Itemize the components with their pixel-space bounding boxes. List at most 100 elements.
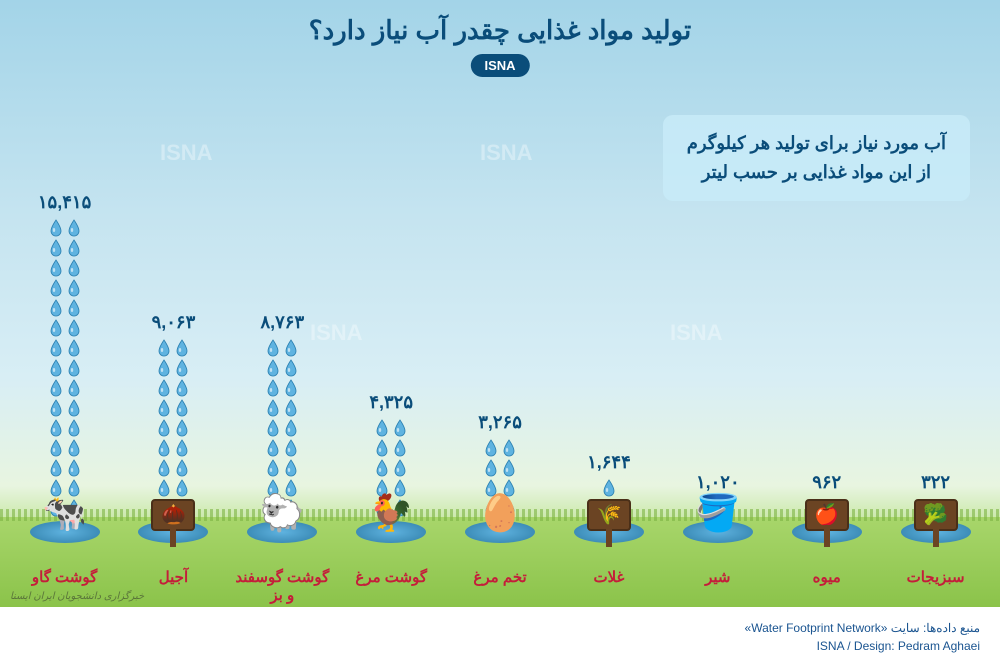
puddle: 🐑 [247,521,317,543]
water-drop-icon [266,439,280,457]
water-drop-icon [175,359,189,377]
water-drop-icon [175,419,189,437]
water-drop-icon [49,439,63,457]
water-drop-icon [49,219,63,237]
water-drop-icon [157,479,171,497]
wooden-sign: 🌾 [587,499,631,531]
water-drop-icon [266,379,280,397]
chart-column: ۸,۷۶۳ 🐑 گوشت گوسفند و بز [232,312,332,607]
water-drop-icon [175,339,189,357]
water-drop-icon [284,359,298,377]
water-drop-icon [157,439,171,457]
puddle: 🪣 [683,521,753,543]
water-drop-icon [67,379,81,397]
puddle: 🌰 [138,521,208,543]
water-drop-icon [175,399,189,417]
water-drop-icon [266,419,280,437]
value-label: ۱۵,۴۱۵ [38,192,91,213]
water-drop-icon [284,399,298,417]
footer-source: منبع داده‌ها: سایت «Water Footprint Netw… [20,621,980,635]
water-drop-icon [49,259,63,277]
water-drop-icon [67,399,81,417]
value-label: ۴,۳۲۵ [369,392,413,413]
value-label: ۹۶۲ [812,472,841,493]
water-drop-icon [375,459,389,477]
food-icon: 🐄 [42,495,87,531]
water-drop-icon [375,419,389,437]
footer-credit: ISNA / Design: Pedram Aghaei [20,639,980,653]
category-label: سبزیجات [907,569,965,607]
water-drop-icon [484,459,498,477]
water-drop-icon [49,239,63,257]
water-drop-icon [49,419,63,437]
water-drop-icon [175,459,189,477]
puddle: 🐓 [356,521,426,543]
food-icon: 🍎 [805,499,849,531]
food-icon: 🌾 [587,499,631,531]
isna-logo-text: خبرگزاری دانشجویان ایران ایسنا [10,591,144,602]
water-drop-icon [266,359,280,377]
food-icon: 🐓 [369,495,414,531]
category-label: شیر [705,569,730,607]
water-drop-icon [157,459,171,477]
water-drop-icon [284,339,298,357]
water-drop-icon [284,419,298,437]
food-icon: 🥚 [478,495,523,531]
water-drop-icon [49,399,63,417]
main-title: تولید مواد غذایی چقدر آب نیاز دارد؟ [309,15,691,46]
water-drop-icon [393,459,407,477]
food-icon: 🪣 [695,495,740,531]
water-drop-icon [157,339,171,357]
food-icon: 🐑 [260,495,305,531]
category-label: تخم مرغ [473,569,526,607]
water-drop-icon [175,479,189,497]
water-drop-icon [49,319,63,337]
value-label: ۳,۲۶۵ [478,412,522,433]
water-drop-icon [266,339,280,357]
water-drop-icon [284,379,298,397]
chart-column: ۱,۶۴۴🌾غلات [559,452,659,607]
water-drop-icon [284,439,298,457]
water-drop-icon [484,439,498,457]
water-drop-icon [157,379,171,397]
water-drop-icon [393,439,407,457]
water-drop-icon [49,339,63,357]
value-label: ۳۲۲ [921,472,950,493]
water-drop-icon [157,419,171,437]
water-drop-icon [49,379,63,397]
water-drop-icon [502,439,516,457]
chart-column: ۹,۰۶۳ 🌰 آجیل [123,312,223,607]
wooden-sign: 🍎 [805,499,849,531]
category-label: گوشت گوسفند و بز [232,569,332,607]
water-drop-icon [67,359,81,377]
water-drop-icon [393,419,407,437]
value-label: ۹,۰۶۳ [152,312,196,333]
category-label: میوه [813,569,841,607]
value-label: ۸,۷۶۳ [260,312,304,333]
water-drop-icon [49,359,63,377]
chart-column: ۴,۳۲۵ 🐓 گوشت مرغ [341,392,441,607]
wooden-sign: 🥦 [914,499,958,531]
water-drop-icon [49,299,63,317]
food-icon: 🌰 [151,499,195,531]
water-drop-icon [157,359,171,377]
value-label: ۱,۰۲۰ [696,472,740,493]
water-drop-icon [157,399,171,417]
water-drop-icon [67,459,81,477]
water-drop-icon [49,459,63,477]
puddle: 🥦 [901,521,971,543]
category-label: آجیل [159,569,188,607]
water-drop-icon [502,459,516,477]
category-label: غلات [593,569,624,607]
water-drop-icon [175,379,189,397]
water-drop-icon [67,259,81,277]
water-drop-icon [375,439,389,457]
water-drop-icon [67,299,81,317]
food-icon: 🥦 [914,499,958,531]
water-drop-icon [175,439,189,457]
water-drop-icon [67,439,81,457]
water-drop-icon [284,459,298,477]
category-label: گوشت مرغ [355,569,427,607]
puddle: 🐄 [30,521,100,543]
water-drop-icon [266,399,280,417]
